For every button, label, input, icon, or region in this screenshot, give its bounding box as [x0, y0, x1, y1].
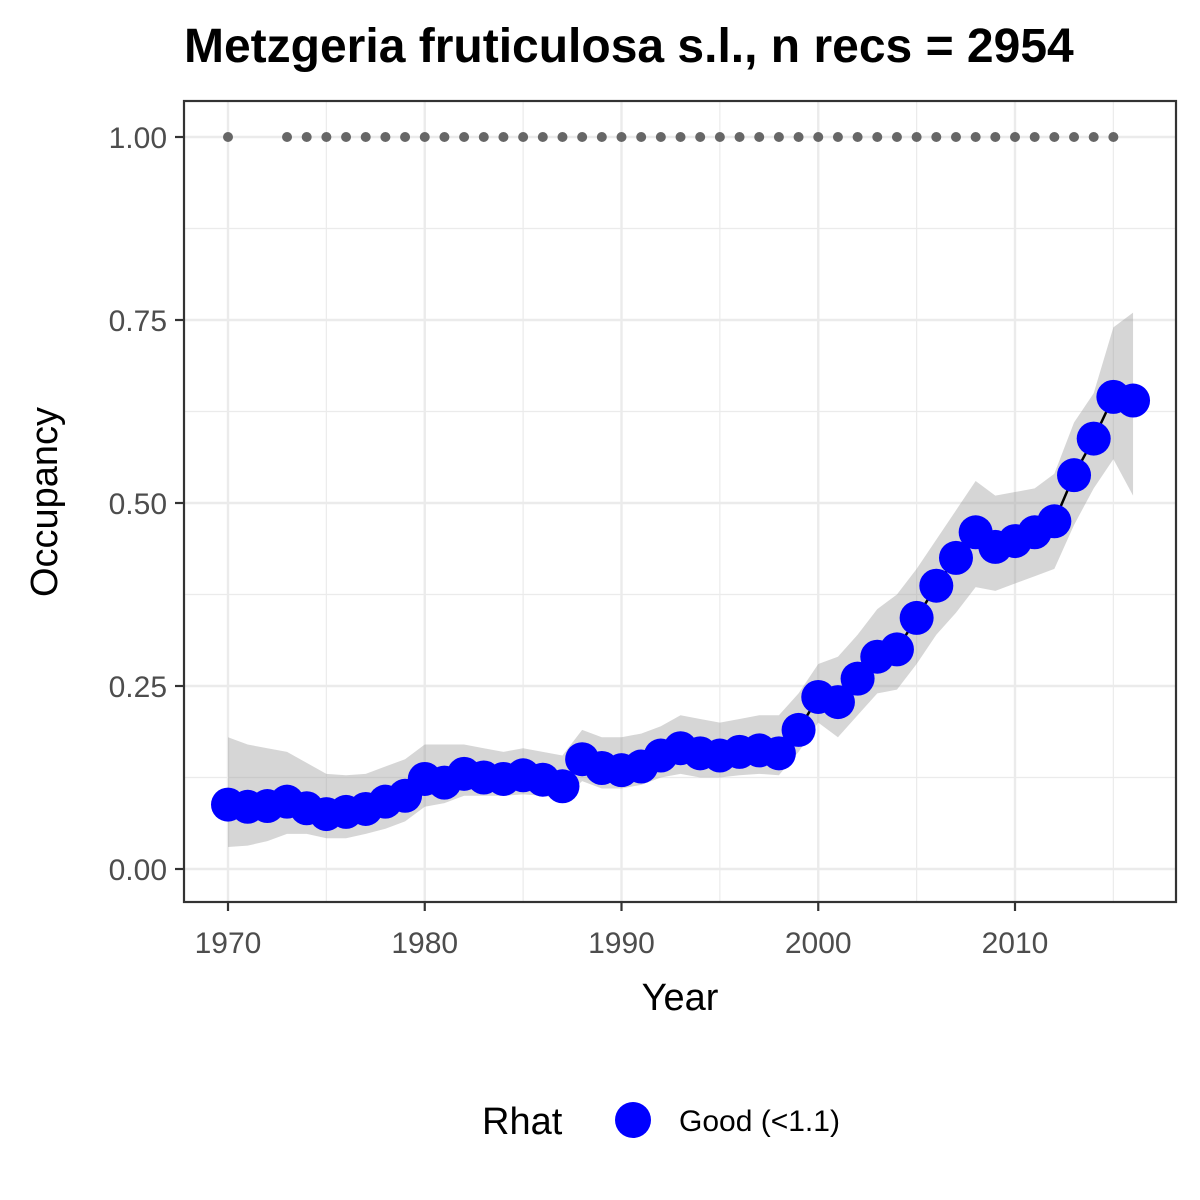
detection-point [950, 132, 961, 142]
y-tick-label: 0.25 [109, 671, 167, 704]
data-point [938, 540, 973, 575]
detection-point [813, 132, 824, 142]
detection-point [734, 132, 745, 142]
y-axis: 0.00 0.25 0.50 0.75 1.00 [109, 122, 184, 887]
detection-point [872, 132, 883, 142]
x-tick-label: 1980 [391, 927, 458, 960]
data-point [820, 685, 855, 720]
detection-point [1010, 132, 1020, 142]
data-point [840, 661, 875, 696]
detection-point [577, 132, 588, 142]
detection-point [360, 132, 371, 142]
chart-title: Metzgeria fruticulosa s.l., n recs = 295… [184, 20, 1074, 73]
detection-point [931, 132, 942, 142]
detection-point [1108, 132, 1119, 142]
y-tick-label: 0.50 [109, 488, 167, 521]
detection-point [459, 132, 470, 142]
data-point [919, 568, 954, 603]
x-tick-label: 2010 [982, 927, 1049, 960]
detection-point [478, 132, 489, 142]
x-axis: 1970 1980 1990 2000 2010 [195, 902, 1049, 960]
detection-point [616, 132, 627, 142]
confidence-ribbon [228, 312, 1134, 848]
y-tick-label: 0.00 [109, 854, 167, 887]
detection-point [1069, 132, 1080, 142]
x-tick-label: 1970 [195, 927, 262, 960]
data-point [781, 712, 816, 747]
data-point [761, 736, 796, 771]
detection-point [518, 132, 529, 142]
detection-point [773, 132, 784, 142]
detection-point [911, 132, 922, 142]
data-point [545, 769, 580, 804]
legend-key-good [615, 1102, 651, 1138]
data-point [899, 600, 934, 635]
detection-point [537, 132, 548, 142]
x-tick-label: 1990 [588, 927, 655, 960]
y-tick-label: 1.00 [109, 122, 167, 155]
detection-point [419, 132, 430, 142]
data-point [1057, 458, 1092, 493]
detection-point [793, 132, 804, 142]
data-point [1037, 504, 1072, 539]
detection-point [596, 132, 607, 142]
minor-gridlines [184, 101, 1176, 902]
ribbon-area [228, 312, 1134, 848]
detection-point [970, 132, 981, 142]
x-tick-label: 2000 [785, 927, 852, 960]
data-point [1076, 421, 1111, 456]
detection-point [321, 132, 332, 142]
panel-border [182, 99, 1178, 904]
detection-point [1088, 132, 1099, 142]
occupancy-points [211, 379, 1151, 832]
detection-point [1049, 132, 1060, 142]
detection-point [655, 132, 666, 142]
legend-label-good: Good (<1.1) [679, 1105, 840, 1138]
detection-point [400, 132, 411, 142]
y-axis-title: Occupancy [24, 407, 66, 597]
detection-point [557, 132, 568, 142]
data-point [1116, 383, 1151, 418]
x-axis-title: Year [642, 977, 719, 1019]
detection-point [380, 132, 391, 142]
detection-point [832, 132, 843, 142]
detection-point [695, 132, 706, 142]
y-tick-label: 0.75 [109, 305, 167, 338]
detection-point [754, 132, 765, 142]
legend: Rhat Good (<1.1) [482, 1101, 840, 1143]
detection-points [223, 132, 1119, 142]
detection-point [636, 132, 647, 142]
detection-point [1029, 132, 1040, 142]
detection-point [675, 132, 686, 142]
detection-point [891, 132, 902, 142]
detection-point [990, 132, 1001, 142]
detection-point [439, 132, 450, 142]
detection-point [223, 132, 233, 142]
detection-point [852, 132, 863, 142]
data-point [879, 632, 914, 667]
detection-point [341, 132, 352, 142]
detection-point [282, 132, 293, 142]
legend-title: Rhat [482, 1101, 563, 1143]
detection-point [714, 132, 725, 142]
detection-point [301, 132, 312, 142]
detection-point [498, 132, 509, 142]
